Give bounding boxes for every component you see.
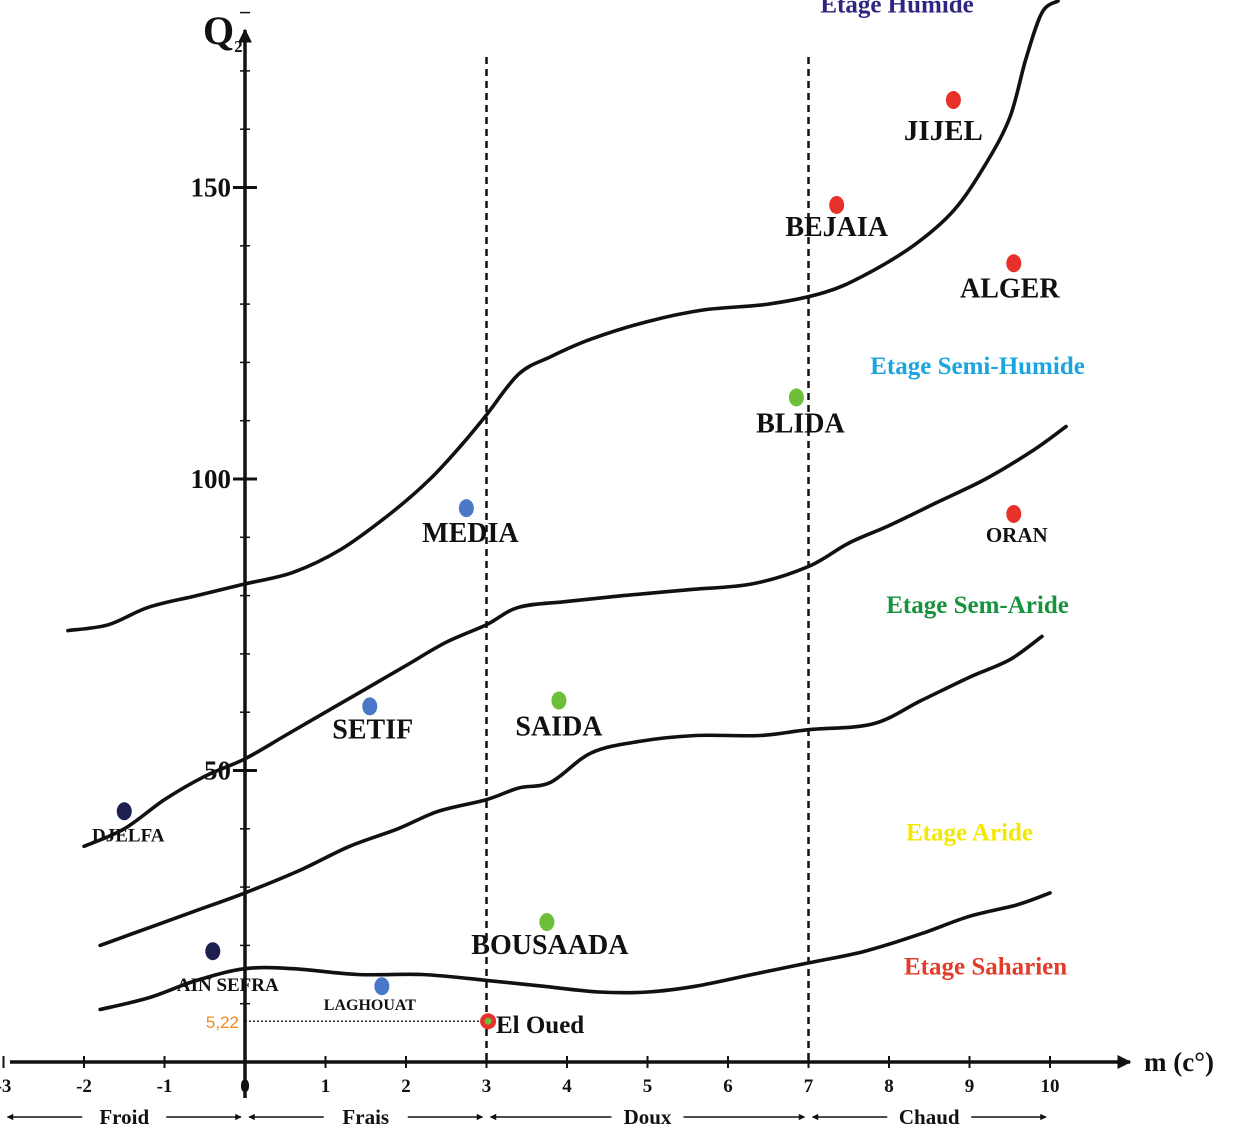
- point-jijel: [945, 91, 961, 110]
- point-djelfa: [116, 802, 132, 821]
- x-tick-label-6: 6: [723, 1076, 733, 1097]
- temperature-ranges: Froid Frais Doux Chaud: [6, 1105, 1047, 1129]
- label-saida: SAIDA: [515, 712, 603, 743]
- zone-label-etage-saharien: Etage Saharien: [904, 954, 1067, 981]
- zone-label-etage-sem-aride: Etage Sem-Aride: [886, 592, 1069, 619]
- x-tick-label--2: -2: [76, 1076, 92, 1097]
- y-tick-label-150: 150: [191, 173, 232, 203]
- label-bousaada: BOUSAADA: [471, 930, 629, 961]
- y-axis-title-main: Q: [203, 8, 234, 53]
- label-djelfa: DJELFA: [92, 825, 165, 846]
- x-tick-label-8: 8: [884, 1076, 894, 1097]
- label-alger: ALGER: [960, 273, 1060, 304]
- point-bejaia: [829, 195, 845, 214]
- point-bousaada: [539, 913, 555, 932]
- y-axis-title: Q2: [203, 8, 243, 56]
- boundary-humide-semi-humide: [66, 0, 1060, 633]
- axes: [2, 11, 1132, 1098]
- tick-labels: 50 100 150 -3 -2 -1 0 1 2 3 4 5 6 7 8 9 10: [0, 173, 1060, 1098]
- range-label-froid: Froid: [99, 1105, 149, 1129]
- point-blida: [788, 388, 804, 407]
- y-tick-label-50: 50: [204, 756, 231, 786]
- zone-labels: Etage Humide Etage Semi-Humide Etage Sem-A…: [820, 0, 1085, 981]
- zone-label-etage-semi-humide: Etage Semi-Humide: [870, 353, 1085, 380]
- zone-label-etage-aride: Etage Aride: [906, 819, 1033, 846]
- station-points: [116, 91, 1022, 1030]
- vertical-dividers: [485, 57, 810, 1062]
- label-jijel: JIJEL: [904, 115, 983, 147]
- x-tick-label--3: -3: [0, 1076, 11, 1097]
- x-tick-label-3: 3: [482, 1076, 492, 1097]
- point-setif: [362, 697, 378, 716]
- zone-label-etage-humide: Etage Humide: [820, 0, 973, 19]
- label-oran: ORAN: [986, 523, 1048, 547]
- point-oran: [1006, 504, 1022, 523]
- zone-boundaries: [66, 0, 1068, 1012]
- point-media: [458, 499, 474, 518]
- y-axis-title-subscript: 2: [234, 37, 243, 56]
- range-label-doux: Doux: [624, 1105, 672, 1129]
- y-tick-label-100: 100: [191, 464, 232, 494]
- label-ain-sefra: AIN SEFRA: [177, 975, 279, 996]
- x-axis-title: m (c°): [1144, 1047, 1214, 1077]
- label-media: MEDIA: [422, 518, 519, 549]
- el-oued-annotation: 5,22: [206, 1013, 489, 1032]
- point-el-oued-center: [484, 1017, 492, 1025]
- label-laghouat: LAGHOUAT: [324, 997, 416, 1014]
- x-tick-label-2: 2: [401, 1076, 411, 1097]
- range-label-frais: Frais: [342, 1105, 389, 1129]
- boundary-semi-humide-semi-aride: [82, 424, 1068, 849]
- label-el-oued: El Oued: [496, 1012, 584, 1039]
- x-tick-label-0: 0: [240, 1076, 250, 1097]
- point-saida: [551, 691, 567, 710]
- point-alger: [1006, 254, 1022, 273]
- point-laghouat: [374, 977, 390, 996]
- x-tick-label-9: 9: [965, 1076, 975, 1097]
- x-tick-label-7: 7: [804, 1076, 814, 1097]
- boundary-semi-aride-aride: [98, 634, 1044, 948]
- x-tick-label-1: 1: [321, 1076, 331, 1097]
- x-tick-label-10: 10: [1041, 1076, 1060, 1097]
- range-label-chaud: Chaud: [899, 1105, 960, 1129]
- station-labels: JIJEL BEJAIA ALGER BLIDA ORAN MEDIA SETIF SAIDA…: [92, 115, 1060, 1039]
- x-tick-label-4: 4: [562, 1076, 572, 1097]
- label-setif: SETIF: [332, 714, 413, 745]
- x-tick-label-5: 5: [643, 1076, 653, 1097]
- point-ain-sefra: [205, 942, 221, 961]
- label-bejaia: BEJAIA: [785, 212, 888, 243]
- x-tick-label--1: -1: [157, 1076, 173, 1097]
- label-blida: BLIDA: [756, 408, 845, 439]
- annotation-value: 5,22: [206, 1013, 239, 1032]
